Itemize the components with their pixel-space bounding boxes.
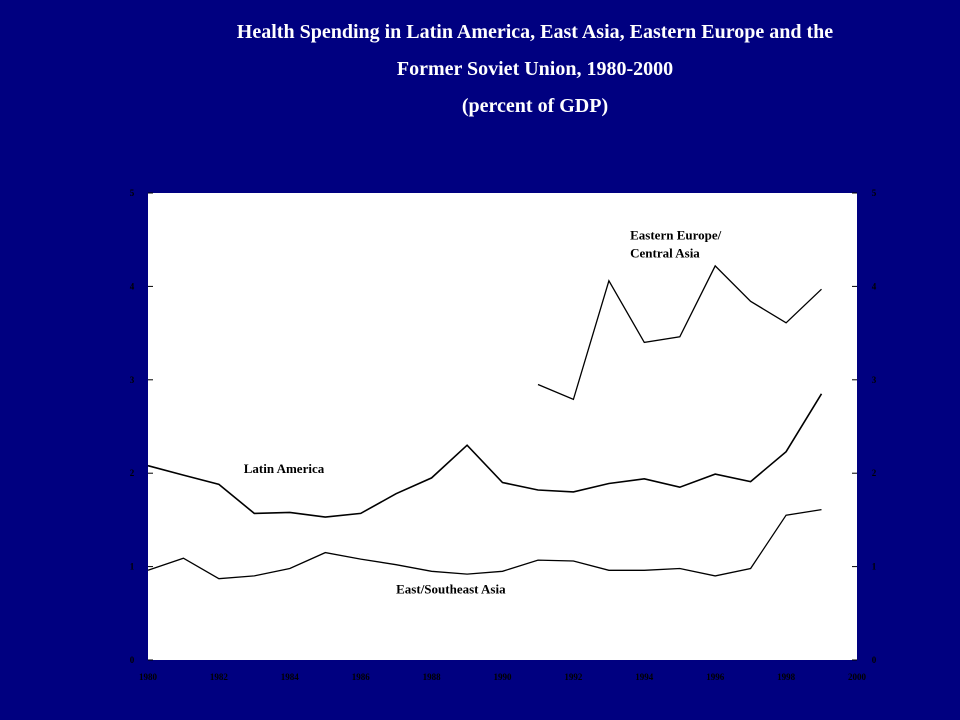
y-tick-label-right: 0 bbox=[872, 655, 877, 665]
y-tick-label-left: 4 bbox=[130, 281, 135, 291]
x-tick-label: 1984 bbox=[281, 672, 300, 682]
series-annotation-line: East/Southeast Asia bbox=[396, 582, 506, 597]
plot-area bbox=[148, 193, 857, 660]
series-line bbox=[537, 264, 822, 401]
series-line bbox=[147, 393, 823, 518]
chart-title: Health Spending in Latin America, East A… bbox=[170, 14, 900, 125]
y-tick-label-left: 5 bbox=[130, 188, 135, 198]
y-tick-label-right: 1 bbox=[872, 562, 877, 572]
series-annotation: Eastern Europe/Central Asia bbox=[630, 228, 722, 261]
series-annotation-line: Central Asia bbox=[630, 246, 700, 261]
y-tick-label-left: 1 bbox=[130, 562, 135, 572]
series-line bbox=[147, 508, 822, 580]
y-tick-label-right: 2 bbox=[872, 468, 877, 478]
x-tick-label: 1994 bbox=[635, 672, 654, 682]
y-tick-label-right: 5 bbox=[872, 188, 877, 198]
title-line-2: Former Soviet Union, 1980-2000 bbox=[396, 58, 674, 80]
y-tick-label-left: 0 bbox=[130, 655, 135, 665]
x-tick-label: 1988 bbox=[423, 672, 442, 682]
x-tick-label: 1986 bbox=[352, 672, 371, 682]
series-annotation-line: Eastern Europe/ bbox=[630, 228, 722, 243]
series-annotation-line: Latin America bbox=[244, 461, 325, 476]
series-annotation: East/Southeast Asia bbox=[396, 582, 506, 597]
title-line-1: Health Spending in Latin America, East A… bbox=[236, 21, 834, 43]
y-tick-label-right: 3 bbox=[872, 375, 877, 385]
x-tick-label: 1990 bbox=[494, 672, 513, 682]
x-tick-label: 1992 bbox=[564, 672, 583, 682]
title-line-3: (percent of GDP) bbox=[461, 95, 609, 117]
y-tick-label-right: 4 bbox=[872, 281, 877, 291]
x-tick-label: 2000 bbox=[848, 672, 867, 682]
x-tick-label: 1996 bbox=[706, 672, 725, 682]
y-tick-label-left: 2 bbox=[130, 468, 135, 478]
series-annotation: Latin America bbox=[244, 461, 325, 476]
y-tick-label-left: 3 bbox=[130, 375, 135, 385]
x-tick-label: 1998 bbox=[777, 672, 796, 682]
x-tick-label: 1982 bbox=[210, 672, 229, 682]
x-tick-label: 1980 bbox=[139, 672, 158, 682]
